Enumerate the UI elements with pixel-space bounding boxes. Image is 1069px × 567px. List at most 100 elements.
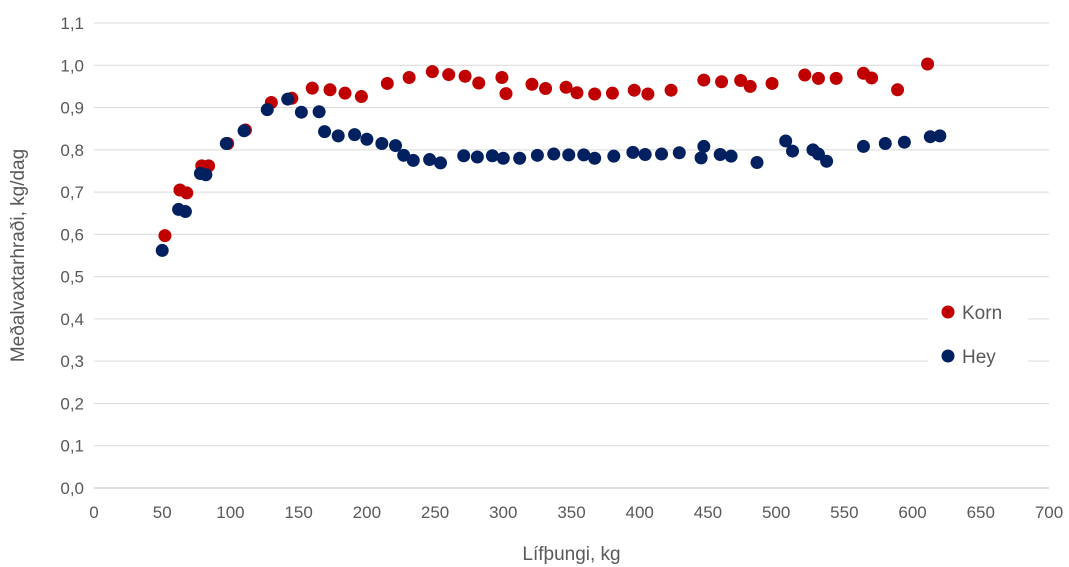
y-tick-label: 1,1: [60, 14, 84, 33]
data-point: [485, 149, 499, 163]
x-tick-label: 0: [89, 503, 98, 522]
data-point: [811, 71, 825, 85]
data-point: [525, 77, 539, 91]
x-tick-label: 550: [830, 503, 858, 522]
data-point: [878, 136, 892, 150]
x-axis-title: Lífþungi, kg: [522, 544, 620, 565]
x-tick-label: 500: [762, 503, 790, 522]
data-point: [305, 81, 319, 95]
data-point: [331, 129, 345, 143]
x-tick-label: 650: [967, 503, 995, 522]
x-tick-label: 600: [898, 503, 926, 522]
data-point: [406, 153, 420, 167]
data-point: [694, 151, 708, 165]
data-point: [743, 79, 757, 93]
data-point: [627, 83, 641, 97]
data-point: [458, 69, 472, 83]
x-tick-label: 700: [1035, 503, 1063, 522]
data-point: [856, 139, 870, 153]
data-point: [539, 82, 553, 96]
data-point: [570, 86, 584, 100]
data-point: [219, 136, 233, 150]
data-point: [402, 71, 416, 85]
legend-marker-korn: [941, 305, 955, 319]
y-tick-label: 0,3: [60, 352, 84, 371]
data-point: [338, 86, 352, 100]
legend-entries: Korn Hey: [941, 303, 1002, 368]
data-point: [933, 129, 947, 143]
data-point: [559, 80, 573, 94]
legend-marker-hey: [941, 349, 955, 363]
y-tick-label: 0,9: [60, 99, 84, 118]
data-point: [672, 146, 686, 160]
data-point: [607, 149, 621, 163]
data-point: [158, 229, 172, 243]
data-point: [638, 147, 652, 161]
x-tick-label: 100: [216, 503, 244, 522]
data-point: [588, 87, 602, 101]
data-point: [765, 76, 779, 90]
data-point: [865, 71, 879, 85]
data-point: [434, 156, 448, 170]
y-tick-label: 0,5: [60, 268, 84, 287]
data-point: [318, 125, 332, 139]
x-axis-ticks: 0 50 100 150 200 250 300 350 400 450 500 550 600 650 7…: [89, 503, 1063, 522]
data-point: [724, 149, 738, 163]
x-tick-label: 150: [284, 503, 312, 522]
data-point: [713, 147, 727, 161]
x-tick-label: 250: [421, 503, 449, 522]
data-point: [375, 136, 389, 150]
data-point: [323, 83, 337, 97]
x-tick-label: 450: [694, 503, 722, 522]
data-point: [798, 68, 812, 82]
legend-label-hey: Hey: [962, 347, 996, 368]
data-point: [348, 128, 362, 142]
y-axis-title: Meðalvaxtarhraði, kg/dag: [8, 149, 29, 362]
data-point: [891, 83, 905, 97]
y-tick-label: 0,2: [60, 394, 84, 413]
data-point: [547, 147, 561, 161]
data-point: [530, 148, 544, 162]
data-point: [786, 144, 800, 158]
data-point: [472, 76, 486, 90]
data-point: [820, 154, 834, 168]
plot-area: [155, 57, 947, 257]
data-point: [496, 151, 510, 165]
data-point: [294, 105, 308, 119]
data-point: [360, 132, 374, 146]
data-point: [641, 87, 655, 101]
data-point: [655, 147, 669, 161]
x-tick-label: 300: [489, 503, 517, 522]
data-point: [734, 73, 748, 87]
data-point: [750, 156, 764, 169]
data-point: [442, 68, 456, 82]
legend-label-korn: Korn: [962, 303, 1002, 324]
data-point: [495, 71, 509, 85]
y-tick-label: 0,1: [60, 437, 84, 456]
x-tick-label: 400: [626, 503, 654, 522]
data-point: [697, 73, 711, 87]
data-point: [513, 151, 527, 165]
x-tick-label: 200: [353, 503, 381, 522]
data-point: [354, 90, 368, 104]
data-point: [180, 186, 194, 200]
data-point: [499, 87, 513, 101]
data-point: [199, 168, 213, 182]
data-point: [457, 149, 471, 163]
x-tick-label: 350: [557, 503, 585, 522]
y-tick-label: 0,4: [60, 310, 84, 329]
data-point: [588, 151, 602, 165]
x-tick-label: 50: [153, 503, 172, 522]
data-point: [921, 57, 935, 71]
data-point: [923, 130, 937, 144]
data-point: [281, 92, 295, 106]
data-point: [605, 86, 619, 100]
data-point: [829, 71, 843, 85]
y-axis-ticks: 0,0 0,1 0,2 0,3 0,4 0,5 0,6 0,7 0,8 0,9 1,0 1,1: [60, 14, 84, 498]
data-point: [897, 135, 911, 149]
y-tick-label: 0,7: [60, 183, 84, 202]
data-point: [715, 75, 729, 89]
gridlines: [94, 22, 1049, 447]
data-point: [312, 105, 326, 119]
